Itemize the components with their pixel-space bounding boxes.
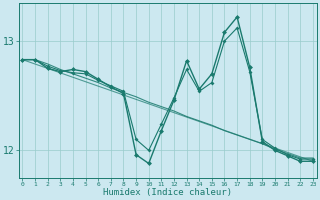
X-axis label: Humidex (Indice chaleur): Humidex (Indice chaleur) <box>103 188 232 197</box>
